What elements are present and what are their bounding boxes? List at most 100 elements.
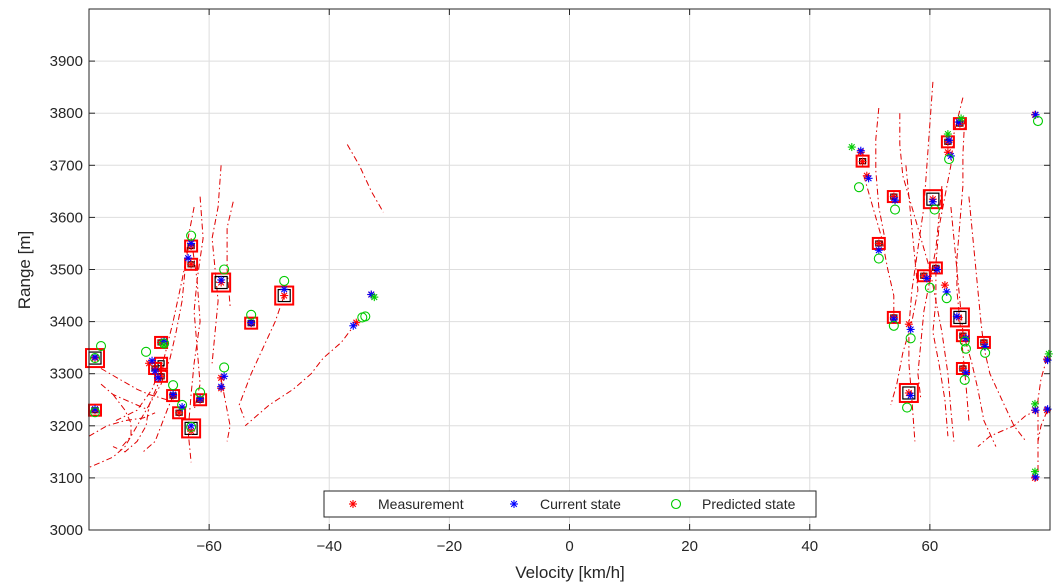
trajectory-line [244, 322, 357, 427]
legend-label-measurement: Measurement [378, 496, 464, 512]
track-box [244, 316, 259, 330]
measurement-point [175, 408, 184, 417]
predicted-state-point [980, 347, 991, 358]
trajectory-line [968, 196, 1027, 442]
trajectory-line [220, 378, 231, 442]
trajectory-line [977, 409, 1039, 447]
predicted-state-point [944, 153, 955, 165]
new-track-point [1030, 467, 1039, 476]
new-track-point [943, 130, 952, 139]
x-axis-label: Velocity [km/h] [515, 563, 625, 582]
current-state-point [961, 368, 970, 377]
trajectory-line [100, 368, 168, 401]
legend-label-current-state: Current state [540, 496, 621, 512]
current-state-point [906, 325, 915, 334]
x-tick-label: −60 [196, 538, 221, 555]
y-tick-label: 3900 [50, 53, 83, 70]
legend-label-predicted-state: Predicted state [702, 496, 796, 512]
track-box [181, 418, 202, 439]
current-state-point [864, 174, 873, 183]
legend-marker-measurement [349, 500, 357, 508]
current-state-point [928, 197, 937, 206]
predicted-state-point [89, 407, 101, 418]
track-box-inner [953, 310, 967, 325]
current-state-point [1031, 406, 1040, 415]
x-tick-label: −20 [437, 538, 462, 555]
legend-marker-current-state [510, 500, 518, 508]
new-track-point [957, 114, 966, 123]
predicted-state-point [1032, 115, 1044, 127]
current-state-point [1031, 472, 1040, 481]
new-track-point [160, 341, 169, 350]
y-tick-label: 3700 [50, 157, 83, 174]
new-track-point [1044, 349, 1053, 358]
legend-asterisk-red [349, 500, 357, 508]
predicted-state-point [924, 282, 935, 293]
trajectory-line [88, 412, 156, 437]
predicted-state-point [959, 336, 970, 347]
track-box-inner [902, 386, 916, 400]
predicted-state-point [888, 320, 899, 331]
y-tick-label: 3300 [50, 366, 83, 383]
predicted-state-point [360, 311, 371, 322]
y-tick-label: 3400 [50, 314, 83, 331]
legend-circle-green [670, 498, 682, 510]
trajectory-line [890, 165, 919, 406]
legend-box [323, 490, 817, 518]
trajectory-line [908, 81, 934, 442]
current-state-point [151, 367, 160, 376]
y-tick-label: 3100 [50, 470, 83, 487]
predicted-state-point [279, 275, 290, 287]
trajectory-line [238, 295, 285, 421]
current-state-point [187, 421, 196, 430]
predicted-state-point [853, 182, 865, 193]
current-state-point [906, 391, 915, 400]
measurement-point [858, 157, 867, 166]
current-state-point [349, 321, 358, 330]
y-tick-label: 3200 [50, 418, 83, 435]
predicted-state-point [246, 309, 257, 320]
predicted-state-point [177, 399, 188, 411]
current-state-point [952, 312, 961, 321]
predicted-state-point [141, 346, 152, 357]
y-tick-label: 3800 [50, 105, 83, 122]
trajectory-line [112, 363, 165, 453]
current-state-point [856, 146, 865, 155]
predicted-state-point [929, 204, 940, 215]
trajectory-line [863, 175, 895, 322]
legend-asterisk-blue [510, 500, 518, 508]
y-axis-label: Range [m] [15, 231, 34, 309]
track-box [898, 382, 919, 403]
trajectory-line [1037, 411, 1048, 442]
track-box [193, 393, 208, 407]
measurement-point [940, 281, 949, 290]
predicted-state-point [959, 374, 970, 386]
current-state-point [184, 254, 193, 263]
predicted-state-point [89, 353, 101, 364]
x-tick-label: −40 [317, 538, 342, 555]
predicted-state-point [219, 362, 230, 373]
trajectory-line [100, 383, 150, 411]
trajectory-line [917, 186, 943, 400]
current-state-point [91, 405, 100, 414]
marker-layer [89, 110, 1053, 482]
tick-labels: −60 −40 −20 0 20 40 60 3000 3100 3200 3300 3400 3500… [50, 53, 939, 555]
track-box [922, 189, 943, 210]
x-tick-label: 60 [922, 538, 939, 555]
legend: Measurement Current state Predicted stat… [323, 490, 817, 518]
predicted-state-point [195, 387, 206, 398]
predicted-state-point [889, 204, 901, 215]
current-state-point [933, 265, 942, 274]
x-tick-label: 20 [681, 538, 698, 555]
current-state-point [945, 136, 954, 145]
x-tick-label: 40 [801, 538, 818, 555]
current-state-point [280, 285, 289, 294]
current-state-point [169, 390, 178, 399]
current-state-point [148, 356, 157, 365]
trajectory-line [142, 395, 174, 453]
predicted-state-point [219, 264, 230, 275]
new-track-point [847, 143, 856, 152]
current-state-point [154, 373, 163, 382]
y-tick-label: 3000 [50, 522, 83, 539]
trajectory-line [875, 107, 886, 239]
